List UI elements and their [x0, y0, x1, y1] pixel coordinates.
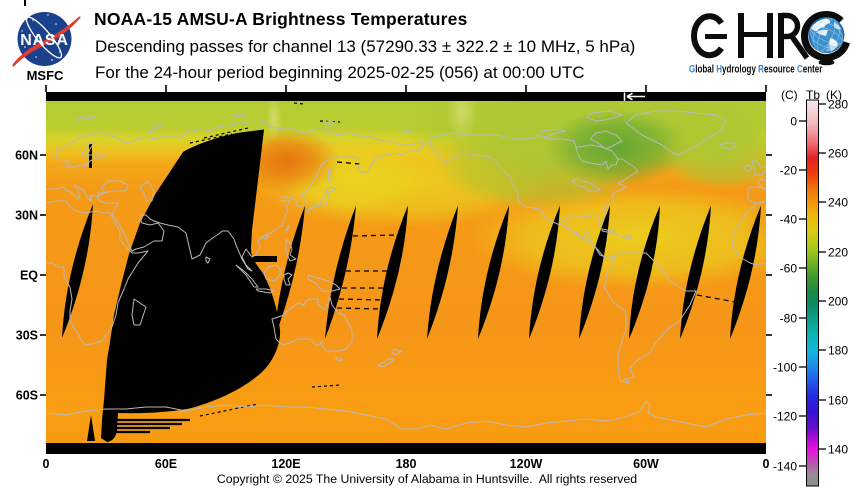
- svg-text:60W: 60W: [633, 457, 659, 471]
- svg-text:(C): (C): [781, 88, 798, 102]
- svg-text:30S: 30S: [16, 329, 38, 343]
- svg-text:260: 260: [828, 147, 848, 161]
- svg-text:0: 0: [43, 457, 50, 471]
- svg-text:0: 0: [790, 115, 797, 129]
- svg-text:60N: 60N: [15, 149, 38, 163]
- svg-text:-120: -120: [773, 410, 797, 424]
- svg-text:30N: 30N: [15, 209, 38, 223]
- svg-text:EQ: EQ: [20, 269, 38, 283]
- svg-text:220: 220: [828, 246, 848, 260]
- svg-text:0: 0: [763, 457, 770, 471]
- svg-text:120E: 120E: [271, 457, 300, 471]
- svg-text:60S: 60S: [16, 389, 38, 403]
- svg-text:200: 200: [828, 295, 848, 309]
- svg-text:140: 140: [828, 443, 848, 457]
- svg-text:NASA: NASA: [20, 32, 69, 49]
- svg-text:-100: -100: [773, 361, 797, 375]
- svg-text:-80: -80: [780, 312, 798, 326]
- svg-text:180: 180: [828, 344, 848, 358]
- svg-text:160: 160: [828, 394, 848, 408]
- svg-text:-40: -40: [780, 213, 798, 227]
- svg-text:-140: -140: [773, 460, 797, 474]
- svg-text:180: 180: [396, 457, 417, 471]
- svg-text:-60: -60: [780, 262, 798, 276]
- svg-text:Tb: Tb: [806, 88, 820, 102]
- svg-text:Global Hydrology Resource Cent: Global Hydrology Resource Center: [689, 63, 823, 76]
- svg-text:280: 280: [828, 98, 848, 112]
- svg-text:MSFC: MSFC: [27, 68, 64, 83]
- svg-text:120W: 120W: [510, 457, 543, 471]
- svg-text:(K): (K): [826, 88, 842, 102]
- svg-text:240: 240: [828, 196, 848, 210]
- svg-text:-20: -20: [780, 164, 798, 178]
- svg-text:60E: 60E: [155, 457, 177, 471]
